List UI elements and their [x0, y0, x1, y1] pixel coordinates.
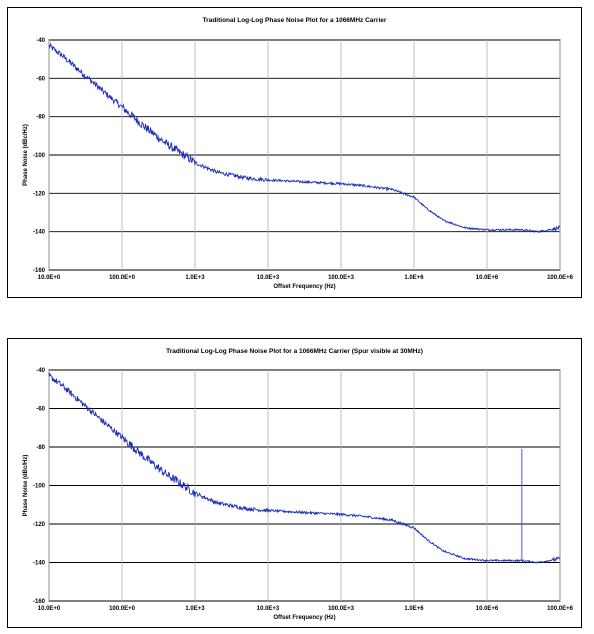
- y-tick-label: -120: [33, 522, 46, 528]
- x-tick-label: 1.0E+6: [404, 275, 424, 281]
- y-tick-label: -40: [36, 38, 45, 44]
- x-tick-label: 10.0E+0: [38, 606, 61, 612]
- phase-noise-chart-with-spur: Traditional Log-Log Phase Noise Plot for…: [7, 338, 582, 628]
- chart-title: Traditional Log-Log Phase Noise Plot for…: [166, 348, 423, 355]
- y-tick-label: -100: [33, 484, 46, 490]
- x-tick-label: 100.0E+6: [547, 275, 574, 281]
- chart-title: Traditional Log-Log Phase Noise Plot for…: [202, 17, 387, 24]
- y-tick-label: -80: [36, 445, 45, 451]
- y-tick-label: -140: [33, 230, 46, 236]
- x-tick-label: 1.0E+3: [185, 275, 205, 281]
- y-tick-label: -140: [33, 561, 46, 567]
- y-tick-label: -40: [36, 368, 45, 374]
- x-tick-label: 10.0E+3: [257, 606, 280, 612]
- x-tick-label: 10.0E+0: [38, 275, 61, 281]
- x-tick-label: 100.0E+3: [328, 275, 355, 281]
- x-tick-label: 1.0E+6: [404, 606, 424, 612]
- x-tick-label: 10.0E+6: [476, 606, 499, 612]
- y-tick-label: -60: [36, 407, 45, 413]
- series-line: [48, 42, 561, 234]
- y-tick-label: -160: [33, 268, 46, 274]
- x-tick-label: 100.0E+0: [109, 275, 136, 281]
- y-tick-label: -100: [33, 153, 46, 159]
- x-tick-label: 100.0E+0: [109, 606, 136, 612]
- phase-noise-chart: Traditional Log-Log Phase Noise Plot for…: [7, 7, 582, 298]
- x-tick-label: 10.0E+6: [476, 275, 499, 281]
- x-tick-label: 1.0E+3: [185, 606, 205, 612]
- x-tick-label: 100.0E+3: [328, 606, 355, 612]
- series-line: [48, 372, 561, 564]
- y-axis-title: Phase Noise (dBc/Hz): [23, 455, 29, 517]
- y-tick-label: -120: [33, 191, 46, 197]
- y-axis-title: Phase Noise (dBc/Hz): [23, 124, 29, 186]
- x-axis-title: Offset Frequency (Hz): [273, 615, 335, 621]
- y-tick-label: -60: [36, 76, 45, 82]
- y-tick-label: -80: [36, 115, 45, 121]
- x-axis-title: Offset Frequency (Hz): [273, 284, 335, 290]
- x-tick-label: 100.0E+6: [547, 606, 574, 612]
- x-tick-label: 10.0E+3: [257, 275, 280, 281]
- y-tick-label: -160: [33, 599, 46, 605]
